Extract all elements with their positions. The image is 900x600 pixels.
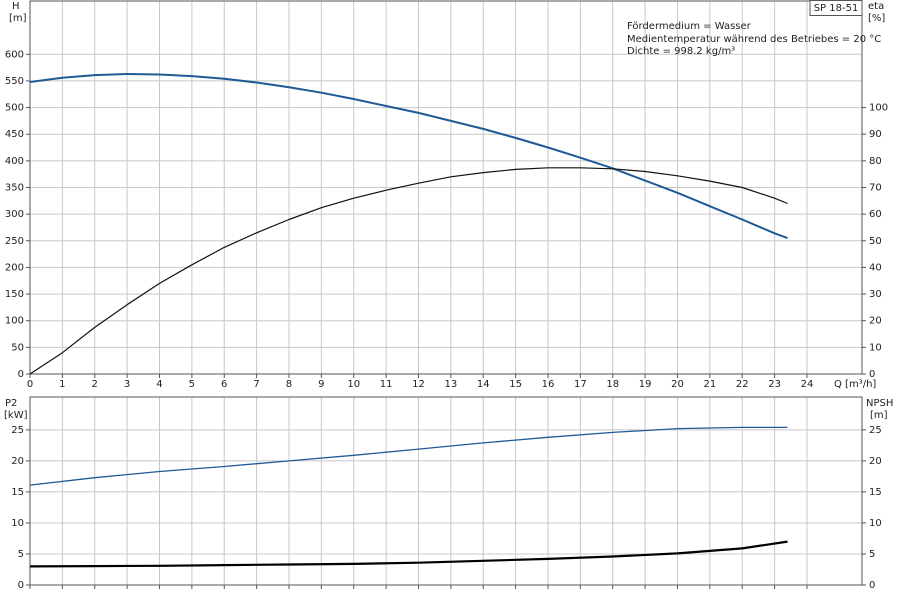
y-tick-label: 350 [5, 183, 24, 194]
y-tick-label: 150 [5, 289, 24, 300]
y-tick-label: 500 [5, 103, 24, 114]
y-tick-label: 550 [5, 76, 24, 87]
y2-tick-label: 0 [869, 369, 875, 380]
annotation: Dichte = 998.2 kg/m³ [627, 46, 735, 57]
annotation: Medientemperatur während des Betriebes =… [627, 34, 881, 45]
x-tick-label: 23 [768, 379, 781, 390]
x-tick-label: 22 [736, 379, 749, 390]
x-tick-label: 5 [189, 379, 195, 390]
y-axis-label: H [12, 1, 20, 12]
curve [29, 540, 788, 568]
y-tick-label: 200 [5, 262, 24, 273]
y-tick-label: 100 [5, 316, 24, 327]
x-tick-label: 19 [639, 379, 652, 390]
x-tick-label: 3 [124, 379, 130, 390]
y-axis-label: P2 [5, 398, 17, 409]
y2-tick-label: 0 [869, 580, 875, 591]
bottom-plot-frame [29, 396, 863, 586]
y2-tick-label: 10 [869, 342, 882, 353]
y-tick-label: 50 [11, 342, 24, 353]
y2-tick-label: 70 [869, 183, 882, 194]
y2-tick-label: 50 [869, 236, 882, 247]
y-tick-label: 400 [5, 156, 24, 167]
y2-tick-label: 5 [869, 549, 875, 560]
y2-tick-label: 10 [869, 518, 882, 529]
curve [29, 426, 788, 486]
x-tick-label: 20 [671, 379, 684, 390]
badge-box [809, 0, 863, 16]
curve [29, 167, 788, 375]
y2-tick-label: 15 [869, 487, 882, 498]
y2-tick-label: 60 [869, 209, 882, 220]
y-tick-label: 250 [5, 236, 24, 247]
y2-tick-label: 100 [869, 103, 888, 114]
x-tick-label: 4 [156, 379, 162, 390]
x-tick-label: 11 [380, 379, 393, 390]
y2-axis-label: eta [868, 1, 884, 12]
y2-tick-label: 40 [869, 262, 882, 273]
x-tick-label: 15 [509, 379, 522, 390]
x-tick-label: 0 [27, 379, 33, 390]
x-tick-label: 2 [92, 379, 98, 390]
y-tick-label: 600 [5, 49, 24, 60]
x-tick-label: 7 [253, 379, 259, 390]
y-tick-label: 15 [11, 487, 24, 498]
y-tick-label: 0 [18, 369, 24, 380]
x-tick-label: 6 [221, 379, 227, 390]
x-tick-label: 21 [703, 379, 716, 390]
y-tick-label: 20 [11, 456, 24, 467]
x-tick-label: 17 [574, 379, 587, 390]
x-tick-label: 18 [606, 379, 619, 390]
y2-axis-label: NPSH [866, 398, 893, 409]
y2-tick-label: 80 [869, 156, 882, 167]
x-axis-label: Q [m³/h] [834, 379, 876, 390]
y-tick-label: 5 [18, 549, 24, 560]
y-axis-unit: [kW] [4, 410, 28, 421]
badge: SP 18-51 [814, 3, 859, 14]
y-tick-label: 25 [11, 425, 24, 436]
y2-tick-label: 20 [869, 316, 882, 327]
annotation: Fördermedium = Wasser [627, 21, 752, 32]
curve [29, 73, 788, 240]
x-tick-label: 10 [347, 379, 360, 390]
y-tick-label: 300 [5, 209, 24, 220]
y2-axis-unit: [m] [870, 410, 888, 421]
x-tick-label: 14 [477, 379, 490, 390]
y2-axis-unit: [%] [868, 13, 885, 24]
y2-tick-label: 20 [869, 456, 882, 467]
y-tick-label: 10 [11, 518, 24, 529]
x-tick-label: 16 [542, 379, 555, 390]
y-tick-label: 450 [5, 129, 24, 140]
x-tick-label: 8 [286, 379, 292, 390]
x-tick-label: 9 [318, 379, 324, 390]
x-tick-label: 13 [444, 379, 457, 390]
x-tick-label: 12 [412, 379, 425, 390]
y-tick-label: 0 [18, 580, 24, 591]
x-tick-label: 1 [59, 379, 65, 390]
y-axis-unit: [m] [9, 13, 27, 24]
y2-tick-label: 30 [869, 289, 882, 300]
x-tick-label: 24 [801, 379, 814, 390]
y2-tick-label: 90 [869, 129, 882, 140]
y2-tick-label: 25 [869, 425, 882, 436]
